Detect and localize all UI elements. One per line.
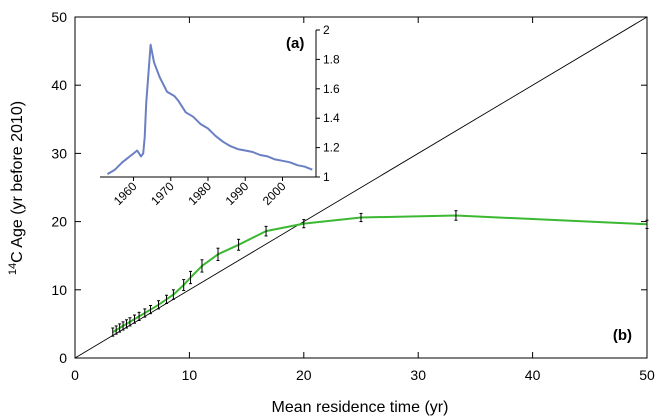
y-tick-label: 0 [59, 350, 67, 366]
x-tick-label: 30 [410, 367, 426, 383]
inset-x-tick-label: 1980 [185, 179, 214, 208]
main-plot-frame [74, 16, 648, 359]
inset-plot: 1960 1970 1980 1990 2000 1 1.2 1.4 1.6 1.8 2 (a) [98, 23, 342, 208]
y-axis-title-superscript: 14 [7, 263, 19, 275]
inset-x-tick-label: 2000 [260, 179, 289, 208]
inset-series-line [106, 43, 313, 175]
x-tick-label: 0 [71, 367, 79, 383]
x-tick-label: 40 [525, 367, 541, 383]
inset-x-tick-label: 1960 [111, 179, 140, 208]
y-tick-label: 20 [51, 214, 67, 230]
main-plot: 0 10 20 30 40 50 0 10 20 30 40 50 Mean residence ti… [7, 9, 655, 416]
main-series [74, 16, 649, 359]
x-tick-label: 50 [639, 367, 655, 383]
main-axis-ticks: 0 10 20 30 40 50 0 10 20 30 40 50 [51, 9, 655, 383]
inset-x-tick-label: 1970 [148, 179, 177, 208]
inset-y-tick-label: 1 [323, 170, 330, 184]
inset-y-tick-label: 1.6 [323, 82, 340, 96]
y-tick-label: 10 [51, 282, 67, 298]
inset-y-tick-label: 1.4 [323, 111, 340, 125]
inset-y-tick-label: 1.8 [323, 52, 340, 66]
y-tick-label: 30 [51, 145, 67, 161]
inset-y-tick-label: 1.2 [323, 141, 340, 155]
y-tick-label: 40 [51, 77, 67, 93]
x-axis-title: Mean residence time (yr) [272, 399, 449, 416]
age-series-line [112, 214, 648, 333]
y-tick-label: 50 [51, 9, 67, 25]
panel-label-b: (b) [613, 327, 632, 344]
x-tick-label: 10 [182, 367, 198, 383]
x-tick-label: 20 [296, 367, 312, 383]
panel-label-a: (a) [286, 35, 304, 52]
one-to-one-line [74, 16, 648, 359]
y-axis-title-text: C Age (yr before 2010) [9, 101, 26, 263]
y-axis-title: 14C Age (yr before 2010) [7, 101, 26, 275]
inset-plot-background [98, 26, 342, 180]
inset-series [106, 43, 313, 175]
inset-y-tick-label: 2 [323, 23, 330, 37]
inset-x-tick-label: 1990 [223, 179, 252, 208]
